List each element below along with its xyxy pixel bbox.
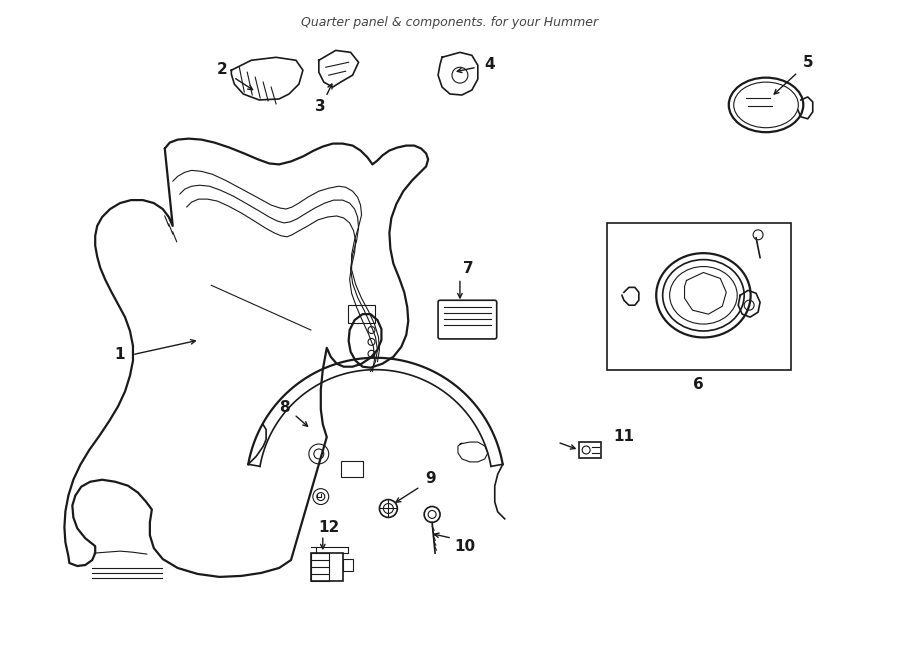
Bar: [580, 442, 601, 458]
Bar: [310, 553, 343, 581]
Text: 12: 12: [318, 520, 339, 535]
Text: 2: 2: [217, 61, 228, 77]
Text: 3: 3: [316, 99, 326, 114]
Bar: [347, 305, 375, 323]
Bar: [607, 223, 791, 369]
Text: 5: 5: [803, 55, 813, 70]
Bar: [343, 559, 353, 571]
Text: 6: 6: [693, 377, 704, 392]
Text: Quarter panel & components. for your Hummer: Quarter panel & components. for your Hum…: [302, 16, 598, 29]
Text: 11: 11: [614, 428, 634, 444]
Text: 7: 7: [463, 261, 473, 276]
Text: 10: 10: [454, 539, 475, 554]
Bar: [341, 461, 363, 477]
Text: 1: 1: [115, 347, 125, 362]
Text: 8: 8: [279, 400, 289, 415]
Bar: [310, 553, 328, 581]
Text: 4: 4: [484, 57, 495, 72]
Text: 9: 9: [425, 471, 436, 486]
